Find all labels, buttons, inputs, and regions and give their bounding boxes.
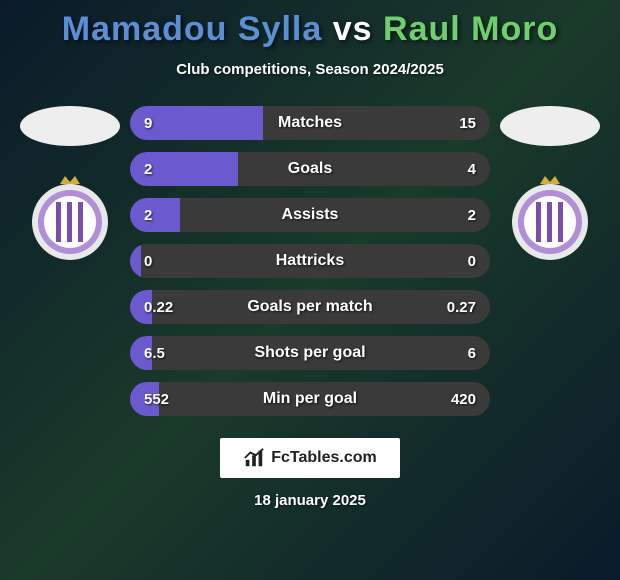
player1-flag	[20, 106, 120, 146]
player2-flag	[500, 106, 600, 146]
stat-row: 24Goals	[130, 152, 490, 186]
stat-label: Assists	[130, 198, 490, 232]
left-side	[20, 106, 120, 262]
vs-text: vs	[333, 10, 373, 48]
stat-row: 0.220.27Goals per match	[130, 290, 490, 324]
player1-crest	[30, 172, 110, 262]
stat-row: 552420Min per goal	[130, 382, 490, 416]
stat-label: Shots per goal	[130, 336, 490, 370]
stat-row: 22Assists	[130, 198, 490, 232]
crest-icon	[30, 172, 110, 262]
crest-icon	[510, 172, 590, 262]
main-area: 915Matches 24Goals 22Assists 00Hattricks 0.2…	[0, 106, 620, 416]
brand-logo: FcTables.com	[220, 438, 400, 478]
stat-label: Min per goal	[130, 382, 490, 416]
page-title: Mamadou Sylla vs Raul Moro	[0, 10, 620, 49]
stat-row: 6.56Shots per goal	[130, 336, 490, 370]
brand-text: FcTables.com	[271, 449, 377, 467]
subtitle: Club competitions, Season 2024/2025	[0, 61, 620, 78]
player2-name: Raul Moro	[383, 10, 558, 48]
stat-row: 00Hattricks	[130, 244, 490, 278]
right-side	[500, 106, 600, 262]
player2-crest	[510, 172, 590, 262]
stat-label: Matches	[130, 106, 490, 140]
stat-label: Goals	[130, 152, 490, 186]
player1-name: Mamadou Sylla	[62, 10, 323, 48]
stat-label: Goals per match	[130, 290, 490, 324]
stat-label: Hattricks	[130, 244, 490, 278]
date-text: 18 january 2025	[0, 492, 620, 509]
comparison-card: Mamadou Sylla vs Raul Moro Club competit…	[0, 0, 620, 580]
stat-bars: 915Matches 24Goals 22Assists 00Hattricks 0.2…	[130, 106, 490, 416]
chart-icon	[243, 447, 265, 469]
stat-row: 915Matches	[130, 106, 490, 140]
